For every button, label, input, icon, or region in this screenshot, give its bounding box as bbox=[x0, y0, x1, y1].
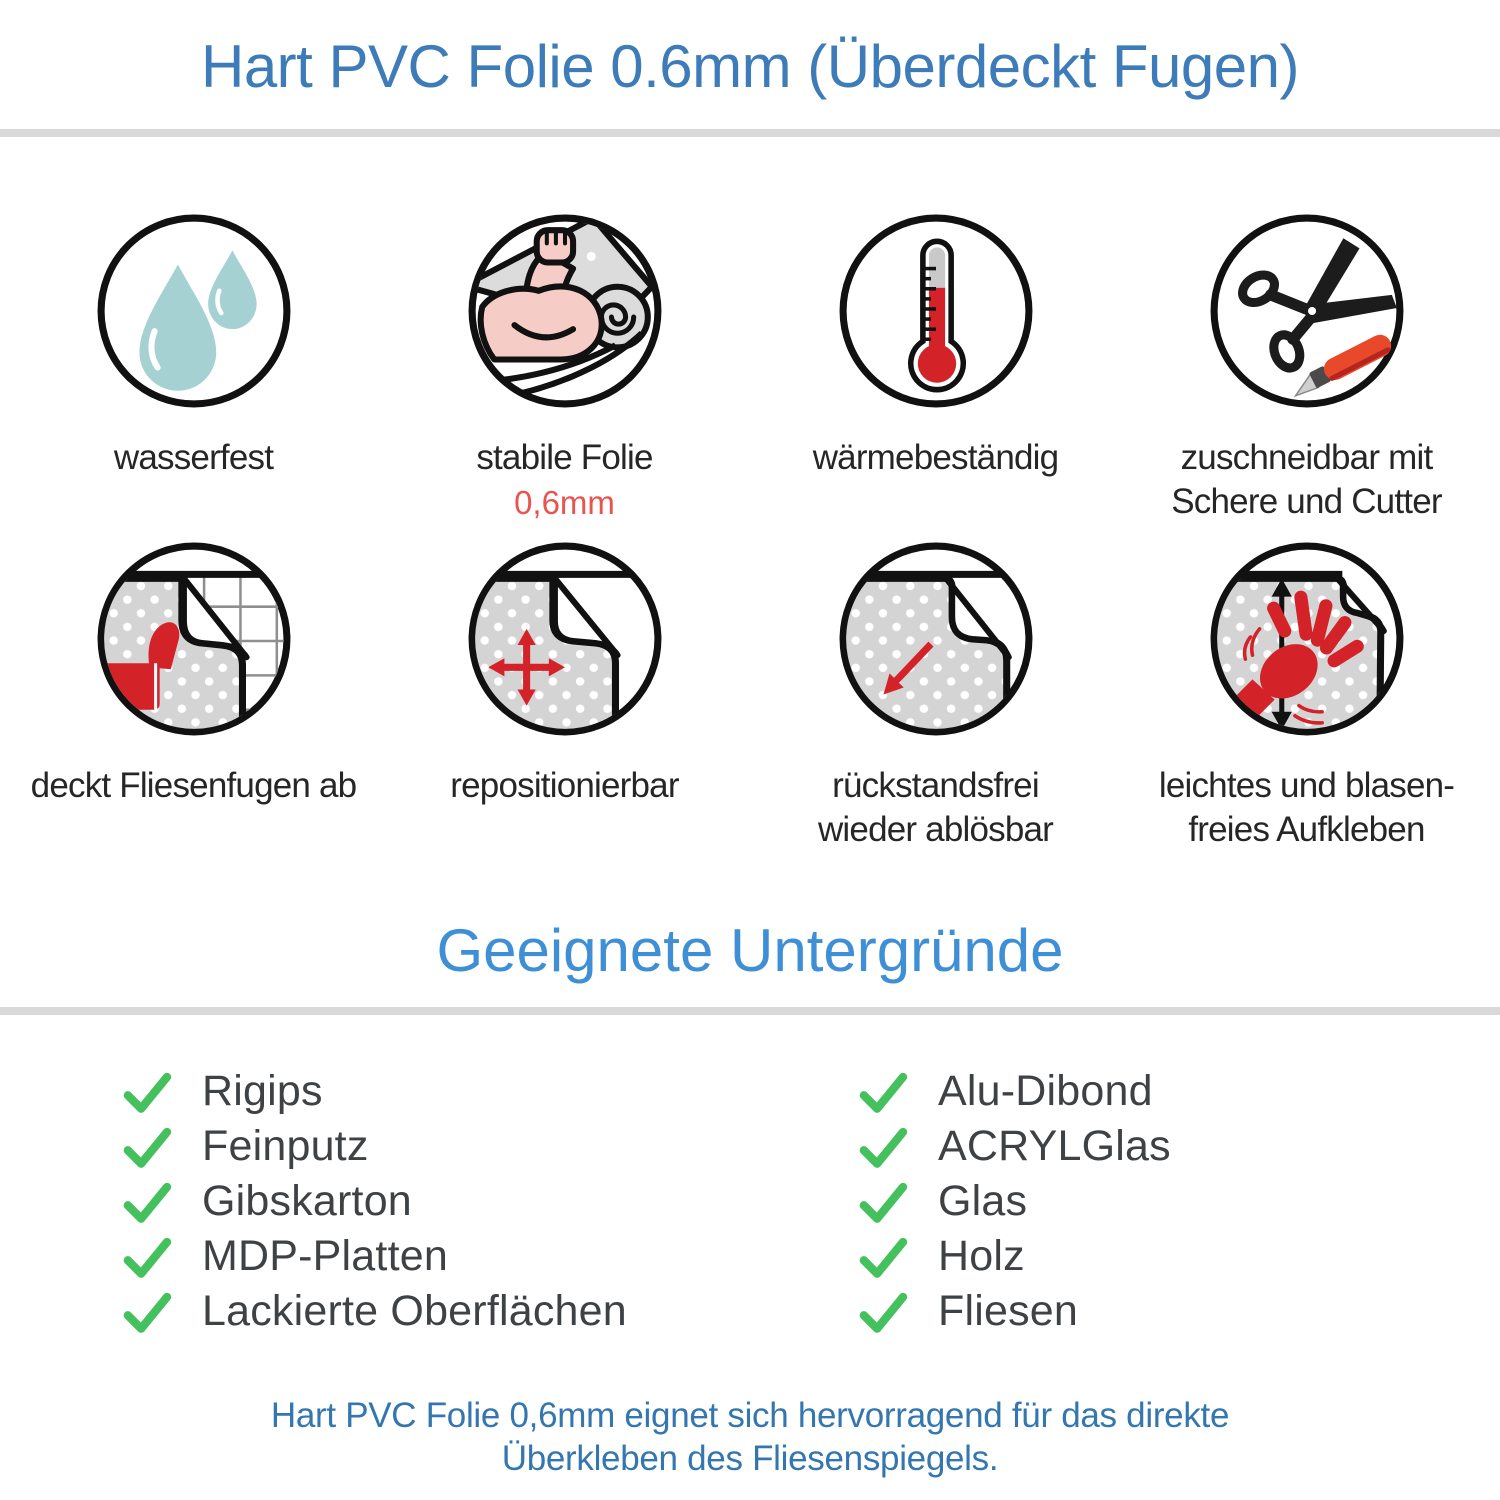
thermometer-icon bbox=[839, 214, 1032, 408]
peel-off-arrow-foil-icon bbox=[839, 542, 1032, 736]
muscle-arm-foil-roll-icon bbox=[468, 214, 661, 408]
list-item: Fliesen bbox=[858, 1284, 1171, 1339]
feature-covers-tile-joints: deckt Fliesenfugen ab bbox=[8, 538, 379, 852]
feature-label: zuschneidbar mit Schere und Cutter bbox=[1171, 438, 1442, 521]
feature-stable-foil: stabile Folie 0,6mm bbox=[379, 210, 750, 524]
checkmark-icon bbox=[123, 1127, 172, 1168]
feature-waterproof: wasserfest bbox=[8, 210, 379, 524]
checkmark-icon bbox=[859, 1292, 908, 1333]
feature-heat-resistant: wärmebeständig bbox=[750, 210, 1121, 524]
feature-label: stabile Folie bbox=[476, 438, 653, 477]
hand-smoothing-foil-icon bbox=[1210, 542, 1403, 736]
checkmark-icon bbox=[859, 1237, 908, 1278]
feature-repositionable: repositionierbar bbox=[379, 538, 750, 852]
move-arrows-foil-icon bbox=[468, 542, 661, 736]
checkmark-icon bbox=[859, 1127, 908, 1168]
water-drops-icon bbox=[97, 214, 290, 408]
list-item: Lackierte Oberflächen bbox=[122, 1284, 627, 1339]
list-item: ACRYLGlas bbox=[858, 1119, 1171, 1174]
feature-bubble-free-application: leichtes und blasen- freies Aufkleben bbox=[1121, 538, 1492, 852]
thumbs-up-tile-foil-icon bbox=[97, 542, 290, 736]
checkmark-icon bbox=[123, 1292, 172, 1333]
feature-thickness-label: 0,6mm bbox=[514, 484, 615, 521]
scissors-and-cutter-icon bbox=[1210, 214, 1403, 408]
middle-divider bbox=[0, 1007, 1500, 1015]
checkmark-icon bbox=[123, 1237, 172, 1278]
list-item: MDP-Platten bbox=[122, 1229, 627, 1284]
footer-line: Hart PVC Folie 0,6mm eignet sich hervorr… bbox=[270, 1396, 1230, 1435]
feature-label: deckt Fliesenfugen ab bbox=[30, 766, 357, 805]
surfaces-list-right: Alu-Dibond ACRYLGlas Glas Holz Fliesen bbox=[858, 1064, 1171, 1339]
footer-note: Hart PVC Folie 0,6mm eignet sich hervorr… bbox=[0, 1394, 1500, 1480]
list-item: Feinputz bbox=[122, 1119, 627, 1174]
feature-label: wasserfest bbox=[113, 438, 274, 477]
list-item: Holz bbox=[858, 1229, 1171, 1284]
feature-residue-free-removable: rückstandsfrei wieder ablösbar bbox=[750, 538, 1121, 852]
checkmark-icon bbox=[859, 1072, 908, 1113]
surfaces-list-left: Rigips Feinputz Gibskarton MDP-Platten L… bbox=[122, 1064, 627, 1339]
checkmark-icon bbox=[123, 1182, 172, 1223]
list-item: Gibskarton bbox=[122, 1174, 627, 1229]
top-divider bbox=[0, 129, 1500, 137]
list-item: Alu-Dibond bbox=[858, 1064, 1171, 1119]
feature-label: leichtes und blasen- freies Aufkleben bbox=[1158, 766, 1455, 849]
page-title: Hart PVC Folie 0.6mm (Überdeckt Fugen) bbox=[200, 33, 1300, 100]
feature-label: rückstandsfrei wieder ablösbar bbox=[817, 766, 1054, 849]
list-item: Glas bbox=[858, 1174, 1171, 1229]
checkmark-icon bbox=[123, 1072, 172, 1113]
checkmark-icon bbox=[859, 1182, 908, 1223]
footer-line: Überkleben des Fliesenspiegels. bbox=[501, 1439, 999, 1478]
features-grid: wasserfest bbox=[8, 210, 1492, 852]
feature-label: repositionierbar bbox=[450, 766, 679, 805]
feature-label: wärmebeständig bbox=[812, 438, 1059, 477]
surfaces-heading: Geeignete Untergründe bbox=[436, 917, 1064, 984]
list-item: Rigips bbox=[122, 1064, 627, 1119]
feature-cuttable: zuschneidbar mit Schere und Cutter bbox=[1121, 210, 1492, 524]
